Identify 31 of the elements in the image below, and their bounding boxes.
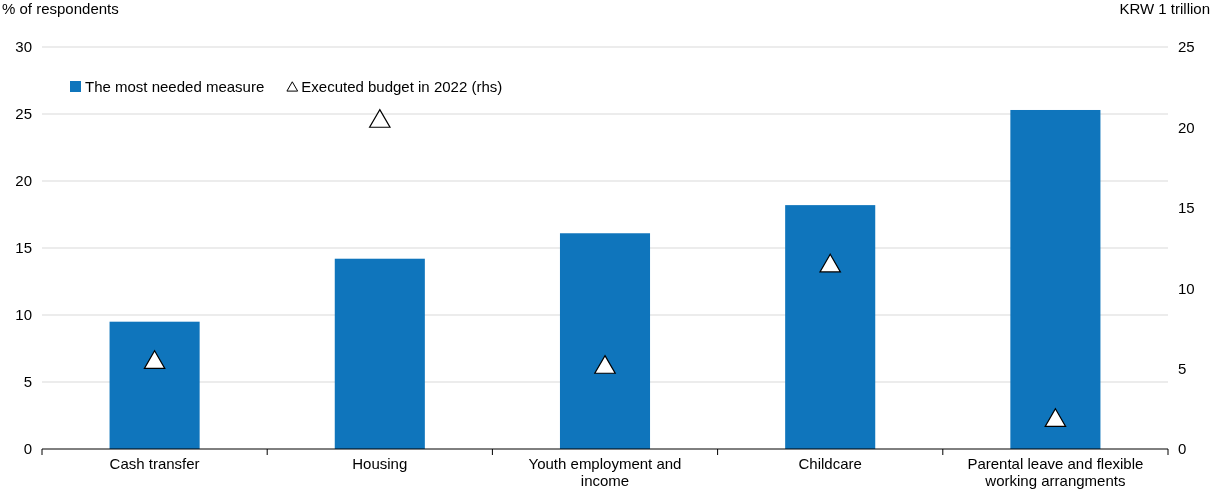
legend-label: The most needed measure [85, 78, 265, 95]
y-tick-label: 30 [15, 38, 32, 56]
x-tick-label: Cash transfer [109, 455, 200, 472]
y-tick-label: 10 [15, 306, 32, 324]
bar [785, 205, 876, 449]
y-axis-title: % of respondents [2, 0, 119, 17]
point [594, 355, 616, 374]
bar [109, 321, 200, 449]
bar [1010, 109, 1101, 449]
y2-tick-label: 15 [1178, 199, 1195, 217]
y2-tick-label: 10 [1178, 279, 1195, 297]
y-tick-label: 15 [15, 239, 32, 257]
x-tick-label: Housing [352, 455, 408, 472]
x-tick-label: Childcare [798, 455, 862, 472]
bar [334, 258, 425, 449]
x-tick-label: Parental leave and flexible working arrangments [967, 455, 1144, 489]
y-tick-label: 20 [15, 172, 32, 190]
y2-axis-title: KRW 1 trillion [1119, 0, 1210, 17]
point [143, 350, 166, 370]
y-tick-label: 5 [23, 373, 32, 391]
y2-tick-label: 5 [1178, 359, 1187, 377]
y2-tick-label: 20 [1178, 118, 1195, 136]
y-tick-label: 0 [23, 440, 32, 458]
y-tick-label: 25 [15, 105, 32, 123]
y2-tick-label: 0 [1178, 440, 1187, 458]
legend-label: Executed budget in 2022 (rhs) [301, 78, 503, 95]
point [819, 253, 841, 273]
bar [559, 233, 651, 449]
y2-tick-label: 25 [1178, 38, 1195, 56]
point [1044, 408, 1067, 427]
x-tick-label: Youth employment and income [528, 455, 682, 489]
